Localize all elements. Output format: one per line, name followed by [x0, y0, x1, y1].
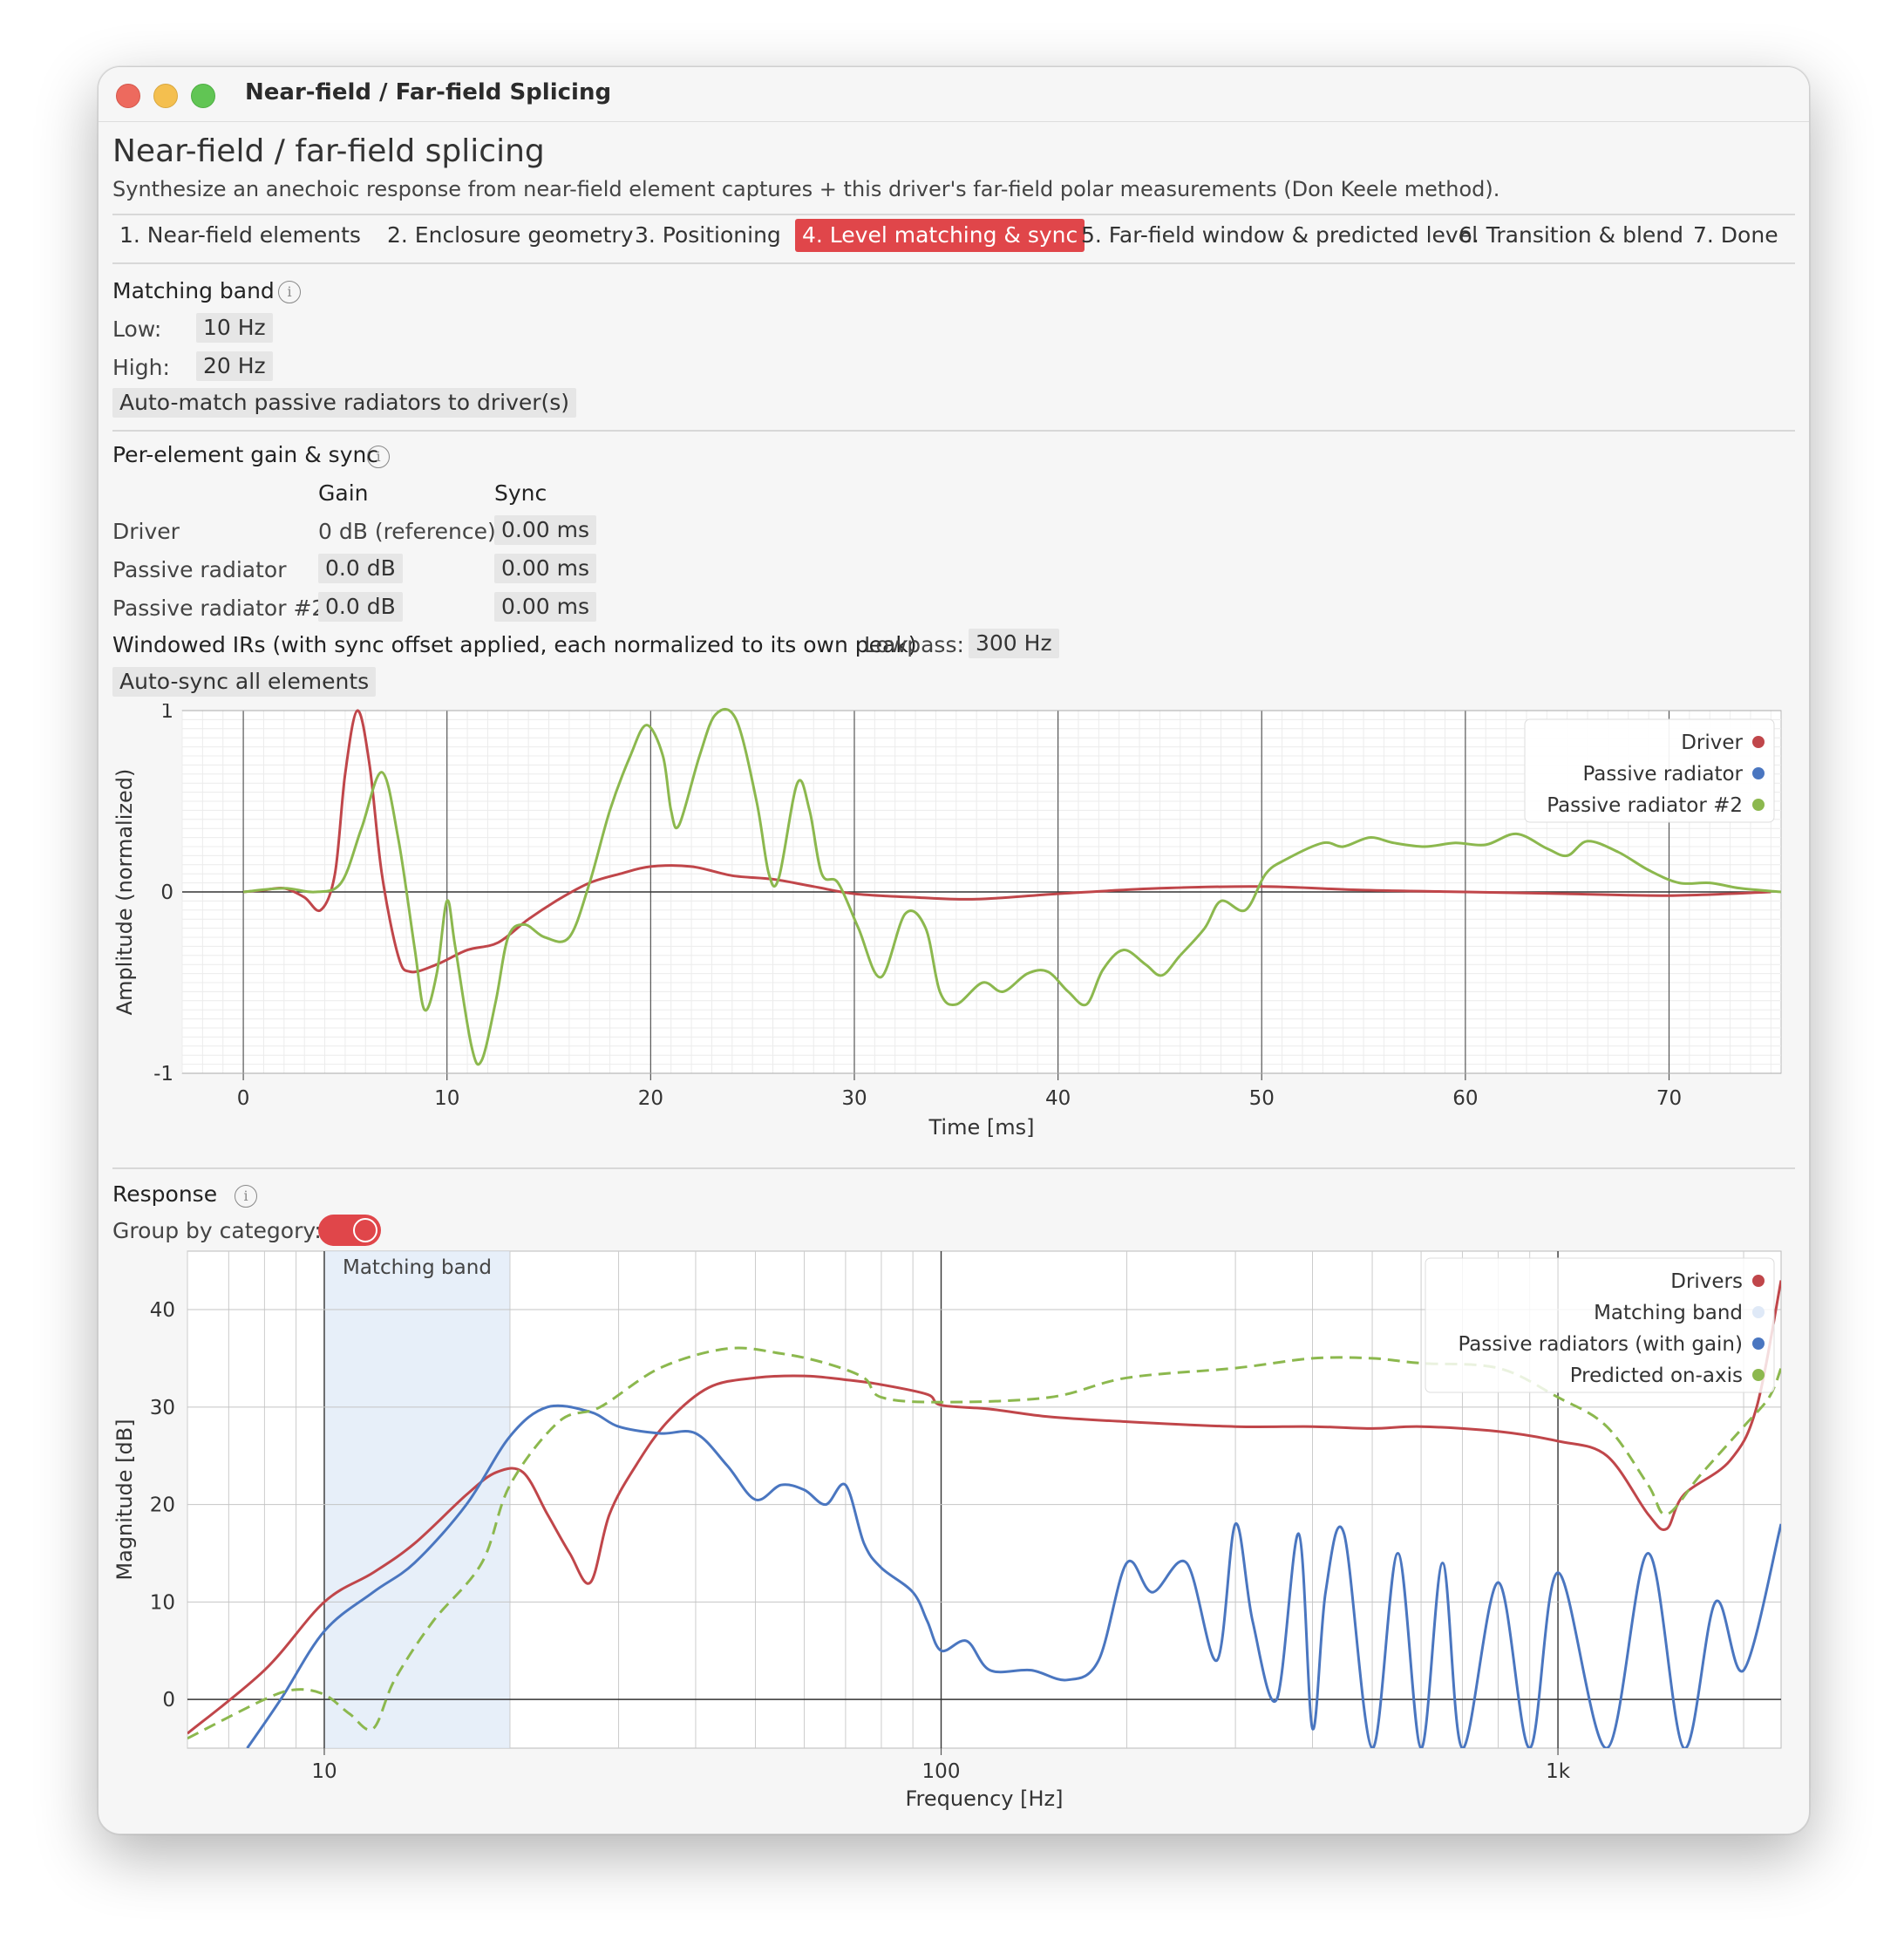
page-title: Near-field / far-field splicing: [112, 133, 545, 169]
window-title: Near-field / Far-field Splicing: [245, 79, 612, 105]
x-tick-label: 70: [1656, 1087, 1682, 1110]
legend: [1425, 1257, 1775, 1393]
maximize-window-button[interactable]: [191, 84, 215, 108]
frequency-response-chart: Matching band 10 100 1k 0 10 20 30 40 Frequency […: [112, 1250, 1782, 1811]
series-line: [187, 1280, 1781, 1735]
legend-marker: [1752, 1306, 1765, 1318]
x-tick-label: 10: [311, 1760, 337, 1783]
legend: [1524, 718, 1775, 823]
legend-label: Passive radiators (with gain): [1458, 1333, 1743, 1356]
x-tick-label: 1k: [1546, 1760, 1571, 1783]
tab-done[interactable]: 7. Done: [1693, 222, 1778, 248]
per-element-info-icon[interactable]: i: [367, 446, 390, 468]
series-line: [242, 709, 1771, 974]
y-axis-label: Amplitude (normalized): [112, 769, 137, 1016]
sync-column-header: Sync: [494, 480, 547, 506]
high-label: High:: [112, 355, 170, 380]
toggle-knob: [353, 1218, 377, 1242]
matching-band-annotation: Matching band: [343, 1256, 492, 1279]
matching-band-region: [323, 1251, 510, 1748]
x-tick-label: 100: [922, 1760, 961, 1783]
tab-far-field-window[interactable]: 5. Far-field window & predicted level: [1081, 222, 1479, 248]
minimize-window-button[interactable]: [153, 84, 178, 108]
legend-marker: [1752, 736, 1765, 748]
page-subtitle: Synthesize an anechoic response from nea…: [112, 177, 1500, 201]
y-tick-label: 10: [150, 1591, 175, 1614]
row-name-passive-radiator: Passive radiator: [112, 557, 287, 582]
passive-radiator-2-sync-field[interactable]: 0.00 ms: [494, 592, 596, 622]
y-tick-label: 0: [162, 1689, 175, 1712]
divider: [112, 1167, 1795, 1169]
lowpass-label: Lowpass:: [864, 632, 964, 657]
y-axis-label: Magnitude [dB]: [112, 1419, 137, 1580]
series-line: [187, 1346, 1781, 1740]
divider: [112, 214, 1795, 215]
impulse-response-chart: 0 10 20 30 40 50 60 70 -1 0 1 Time [ms] Amplitude (n…: [112, 704, 1782, 1140]
gain-column-header: Gain: [318, 480, 369, 506]
app-window: Near-field / Far-field Splicing Near-fie…: [98, 66, 1810, 1834]
legend-label: Driver: [1681, 732, 1743, 754]
legend-marker: [1752, 767, 1765, 779]
x-tick-label: 20: [638, 1087, 663, 1110]
response-info-icon[interactable]: i: [235, 1185, 257, 1208]
tab-positioning[interactable]: 3. Positioning: [635, 222, 781, 248]
legend-label: Passive radiator #2: [1547, 794, 1743, 817]
y-tick-label: 30: [150, 1397, 175, 1419]
legend-marker: [1752, 799, 1765, 811]
legend-label: Predicted on-axis: [1570, 1365, 1743, 1387]
matching-band-heading: Matching band: [112, 278, 275, 303]
series-group: [187, 1280, 1781, 1748]
x-tick-label: 60: [1452, 1087, 1478, 1110]
x-axis-label: Frequency [Hz]: [906, 1786, 1064, 1811]
auto-sync-button[interactable]: Auto-sync all elements: [112, 667, 377, 697]
x-tick-label: 0: [237, 1087, 250, 1110]
passive-radiator-sync-field[interactable]: 0.00 ms: [494, 554, 596, 583]
y-tick-label: 0: [160, 881, 173, 904]
x-tick-label: 10: [434, 1087, 459, 1110]
low-frequency-field[interactable]: 10 Hz: [196, 313, 273, 343]
tab-transition-blend[interactable]: 6. Transition & blend: [1459, 222, 1683, 248]
legend-marker: [1752, 1275, 1765, 1287]
wizard-tabs: 1. Near-field elements 2. Enclosure geom…: [112, 219, 1795, 254]
group-by-category-toggle[interactable]: [318, 1215, 381, 1246]
low-label: Low:: [112, 316, 162, 342]
legend-marker: [1752, 1337, 1765, 1350]
per-element-heading: Per-element gain & sync: [112, 442, 379, 467]
legend-label: Matching band: [1594, 1302, 1743, 1324]
tab-level-matching-sync[interactable]: 4. Level matching & sync: [795, 219, 1085, 252]
x-tick-label: 30: [841, 1087, 867, 1110]
auto-match-button[interactable]: Auto-match passive radiators to driver(s…: [112, 388, 577, 418]
x-tick-label: 50: [1249, 1087, 1275, 1110]
legend-label: Passive radiator: [1582, 763, 1743, 786]
main-content: Near-field / far-field splicing Synthesi…: [112, 121, 1795, 1834]
divider: [112, 430, 1795, 432]
series-line: [246, 1404, 1781, 1748]
tab-near-field-elements[interactable]: 1. Near-field elements: [119, 222, 361, 248]
high-frequency-field[interactable]: 20 Hz: [196, 351, 273, 381]
group-by-category-label: Group by category:: [112, 1218, 322, 1243]
y-tick-label: 20: [150, 1494, 175, 1517]
title-bar: Near-field / Far-field Splicing: [99, 67, 1809, 122]
passive-radiator-gain-field[interactable]: 0.0 dB: [318, 554, 403, 583]
row-name-passive-radiator-2: Passive radiator #2: [112, 595, 326, 621]
close-window-button[interactable]: [116, 84, 140, 108]
x-tick-label: 40: [1045, 1087, 1071, 1110]
y-tick-label: 40: [150, 1299, 175, 1322]
windowed-irs-label: Windowed IRs (with sync offset applied, …: [112, 632, 917, 657]
row-name-driver: Driver: [112, 519, 180, 544]
y-tick-label: 1: [160, 704, 173, 723]
legend-marker: [1752, 1369, 1765, 1381]
lowpass-field[interactable]: 300 Hz: [969, 629, 1059, 658]
x-axis-label: Time [ms]: [928, 1115, 1035, 1140]
driver-sync-field[interactable]: 0.00 ms: [494, 515, 596, 545]
y-tick-label: -1: [153, 1063, 173, 1085]
driver-gain-value: 0 dB (reference): [318, 519, 496, 544]
series-line: [242, 707, 1782, 1066]
matching-band-info-icon[interactable]: i: [278, 281, 301, 303]
response-heading: Response: [112, 1181, 218, 1207]
divider: [112, 262, 1795, 264]
legend-label: Drivers: [1670, 1270, 1743, 1293]
tab-enclosure-geometry[interactable]: 2. Enclosure geometry: [387, 222, 634, 248]
passive-radiator-2-gain-field[interactable]: 0.0 dB: [318, 592, 403, 622]
